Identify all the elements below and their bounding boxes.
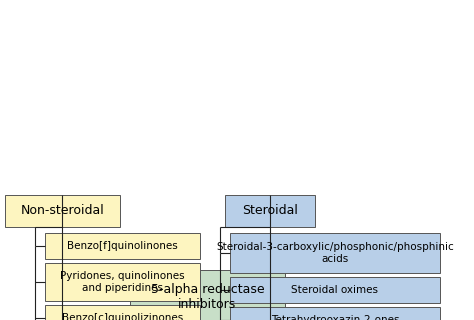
Text: Pyridones, quinolinones
and piperidines: Pyridones, quinolinones and piperidines xyxy=(60,271,185,293)
FancyBboxPatch shape xyxy=(130,270,285,320)
Text: Non-steroidal: Non-steroidal xyxy=(21,204,104,218)
Text: Benzo[f]quinolinones: Benzo[f]quinolinones xyxy=(67,241,178,251)
FancyBboxPatch shape xyxy=(230,277,440,303)
Text: Steroidal-3-carboxylic/phosphonic/phosphinic
acids: Steroidal-3-carboxylic/phosphonic/phosph… xyxy=(216,242,454,264)
FancyBboxPatch shape xyxy=(5,195,120,227)
FancyBboxPatch shape xyxy=(230,307,440,320)
FancyBboxPatch shape xyxy=(45,233,200,259)
Text: 5-alpha reductase
inhibitors: 5-alpha reductase inhibitors xyxy=(151,284,264,311)
Text: Tetrahydrooxazin-2-ones: Tetrahydrooxazin-2-ones xyxy=(271,315,399,320)
Text: Steroidal: Steroidal xyxy=(242,204,298,218)
FancyBboxPatch shape xyxy=(45,263,200,301)
Text: Steroidal oximes: Steroidal oximes xyxy=(292,285,379,295)
FancyBboxPatch shape xyxy=(45,305,200,320)
FancyBboxPatch shape xyxy=(225,195,315,227)
FancyBboxPatch shape xyxy=(230,233,440,273)
Text: Benzo[c]quinolizinones: Benzo[c]quinolizinones xyxy=(62,313,183,320)
